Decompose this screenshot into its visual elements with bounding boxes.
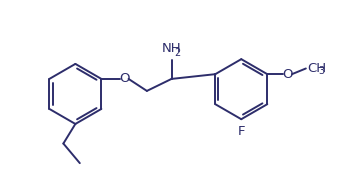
- Text: O: O: [282, 68, 293, 81]
- Text: O: O: [119, 72, 130, 85]
- Text: NH: NH: [162, 42, 181, 55]
- Text: F: F: [238, 125, 245, 138]
- Text: 2: 2: [174, 48, 181, 58]
- Text: 3: 3: [318, 66, 324, 76]
- Text: CH: CH: [307, 62, 326, 75]
